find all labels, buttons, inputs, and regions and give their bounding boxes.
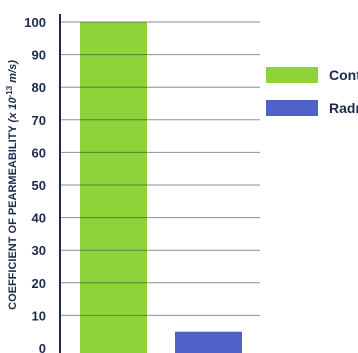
- bars: [80, 22, 242, 353]
- legend: Control Radmyx: [266, 67, 358, 116]
- y-tick-label: 30: [32, 243, 46, 258]
- legend-swatch-control: [266, 67, 318, 83]
- y-tick-label: 40: [32, 211, 46, 226]
- y-axis-unit-suffix: m/s): [7, 60, 19, 86]
- bar-control: [80, 22, 147, 353]
- legend-swatch-radmyx: [266, 100, 318, 116]
- y-axis-unit-prefix: (x 10: [7, 96, 19, 122]
- y-tick-label: 50: [32, 178, 46, 193]
- y-axis-label: COEFFICIENT OF PEARMEABILITY (x 10-13 m/…: [5, 60, 19, 310]
- bar-radmyx: [175, 331, 242, 353]
- y-axis-label-main: COEFFICIENT OF PEARMEABILITY: [7, 122, 19, 309]
- y-tick-label: 60: [32, 145, 46, 160]
- y-tick-label: 10: [32, 308, 46, 323]
- y-tick-label: 20: [32, 276, 46, 291]
- legend-label-radmyx: Radmyx: [329, 100, 358, 116]
- y-tick-label: 100: [24, 15, 46, 30]
- y-tick-labels: 0 10 20 30 40 50 60 70 80 90 100: [24, 15, 46, 353]
- y-tick-label: 70: [32, 113, 46, 128]
- y-tick-label: 90: [32, 48, 46, 63]
- legend-label-control: Control: [329, 67, 358, 83]
- gridlines-overlay: [60, 21, 260, 316]
- y-tick-label: 0: [39, 341, 46, 353]
- y-tick-label: 80: [32, 80, 46, 95]
- y-axis-unit-exponent: -13: [5, 85, 14, 97]
